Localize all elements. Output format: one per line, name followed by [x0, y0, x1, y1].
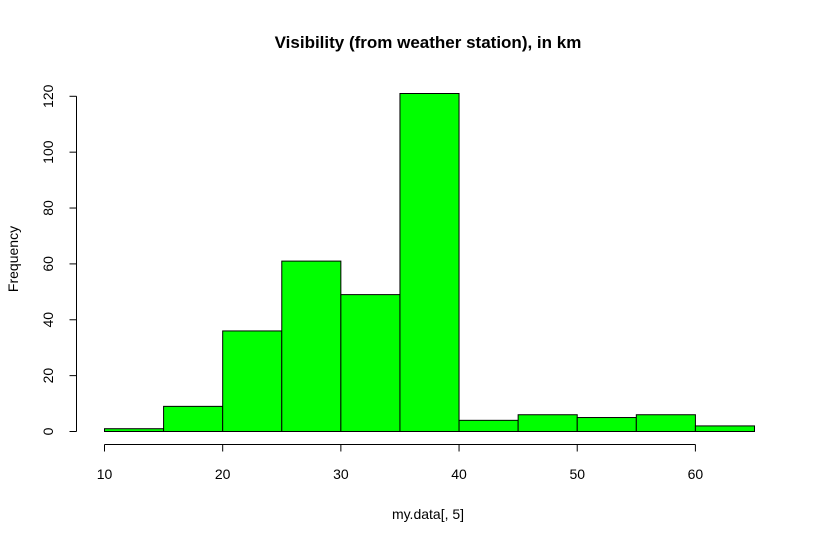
histogram-bar — [281, 260, 342, 432]
y-tick-label: 80 — [40, 200, 56, 216]
histogram-bar — [104, 428, 165, 432]
y-tick-label: 120 — [40, 84, 56, 108]
y-axis: 0 20 40 60 80 100 120 — [40, 84, 77, 435]
histogram-bar — [222, 330, 283, 432]
x-axis-label: my.data[, 5] — [392, 506, 464, 522]
histogram-bar — [694, 425, 756, 432]
histogram-bar — [163, 405, 224, 432]
chart-title: Visibility (from weather station), in km — [275, 33, 582, 52]
y-axis-label: Frequency — [5, 226, 21, 292]
histogram-bar — [340, 294, 401, 432]
x-tick-label: 30 — [333, 466, 349, 482]
y-tick-label: 20 — [40, 368, 56, 384]
histogram-bar — [458, 419, 519, 432]
x-tick-label: 50 — [569, 466, 585, 482]
histogram-bar — [517, 414, 578, 432]
y-tick-label: 100 — [40, 140, 56, 164]
histogram-bar — [399, 93, 460, 432]
x-axis: 10 20 30 40 50 60 — [97, 444, 704, 482]
y-tick-label: 0 — [40, 427, 56, 435]
x-tick-label: 10 — [97, 466, 113, 482]
y-tick-label: 40 — [40, 312, 56, 328]
y-tick-label: 60 — [40, 256, 56, 272]
x-tick-label: 20 — [215, 466, 231, 482]
histogram-bar — [635, 414, 696, 432]
x-tick-label: 60 — [688, 466, 704, 482]
histogram-bar — [576, 417, 637, 432]
bars-group — [104, 93, 756, 432]
x-tick-label: 40 — [451, 466, 467, 482]
